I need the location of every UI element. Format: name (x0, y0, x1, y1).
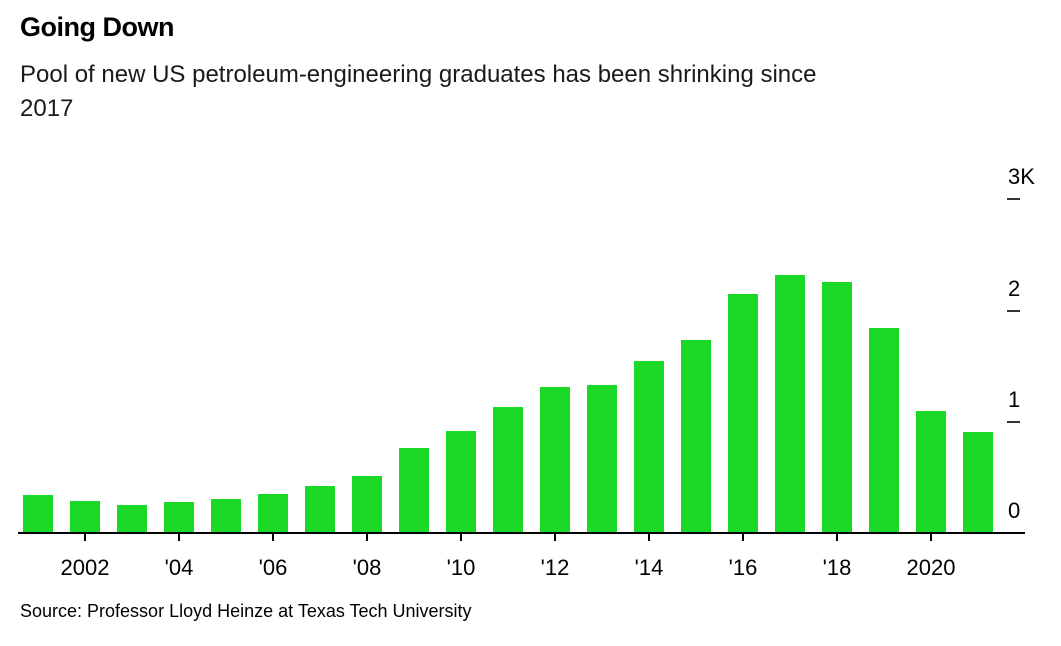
y-tick-label-3K: 3K (1008, 164, 1035, 190)
chart-title: Going Down (20, 12, 174, 42)
y-tick-dash-3K (1007, 198, 1020, 201)
bar-2006 (258, 493, 288, 533)
x-tick-2016 (742, 532, 744, 541)
bar-2007 (305, 485, 335, 533)
bar-2019 (869, 328, 899, 533)
bar-2003 (117, 505, 147, 533)
bar-2018 (822, 281, 852, 533)
x-tick-label-2018: '18 (822, 555, 852, 580)
bar-2013 (587, 385, 617, 533)
y-tick-dash-2 (1007, 309, 1020, 312)
bar-2021 (963, 431, 993, 533)
x-tick-label-2004: '04 (164, 555, 194, 580)
x-tick-label-2012: '12 (540, 555, 570, 580)
bar-2016 (728, 293, 758, 533)
x-tick-label-2002: 2002 (60, 555, 110, 580)
x-tick-label-2008: '08 (352, 555, 382, 580)
y-tick-label-1: 1 (1008, 386, 1021, 412)
bar-2014 (634, 360, 664, 533)
x-tick-2010 (460, 532, 462, 541)
bar-2017 (775, 275, 805, 533)
x-tick-label-2010: '10 (446, 555, 476, 580)
bar-2002 (70, 500, 100, 533)
bar-2005 (211, 499, 241, 533)
x-tick-2018 (836, 532, 838, 541)
x-tick-2004 (178, 532, 180, 541)
chart-subtitle: Pool of new US petroleum-engineering gra… (20, 58, 817, 126)
x-tick-2006 (272, 532, 274, 541)
bar-2011 (493, 407, 523, 533)
bar-2010 (446, 430, 476, 533)
x-tick-label-2020: 2020 (906, 555, 956, 580)
y-tick-label-2: 2 (1008, 275, 1021, 301)
bar-2020 (916, 410, 946, 533)
x-tick-2008 (366, 532, 368, 541)
chart-subtitle-line1: Pool of new US petroleum-engineering gra… (20, 61, 817, 88)
bar-2009 (399, 448, 429, 533)
x-tick-2002 (84, 532, 86, 541)
bar-2008 (352, 476, 382, 533)
bar-2012 (540, 387, 570, 533)
bar-2004 (164, 501, 194, 533)
chart-subtitle-line2: 2017 (20, 95, 74, 122)
y-tick-dash-1 (1007, 420, 1020, 423)
bar-2015 (681, 339, 711, 533)
source-note: Source: Professor Lloyd Heinze at Texas … (20, 601, 472, 621)
bar-2001 (23, 495, 53, 533)
x-tick-2012 (554, 532, 556, 541)
x-tick-label-2016: '16 (728, 555, 758, 580)
x-tick-2014 (648, 532, 650, 541)
y-tick-label-0: 0 (1008, 498, 1021, 523)
x-tick-label-2006: '06 (258, 555, 288, 580)
x-tick-label-2014: '14 (634, 555, 664, 580)
x-tick-2020 (930, 532, 932, 541)
x-axis-line (18, 532, 1025, 534)
